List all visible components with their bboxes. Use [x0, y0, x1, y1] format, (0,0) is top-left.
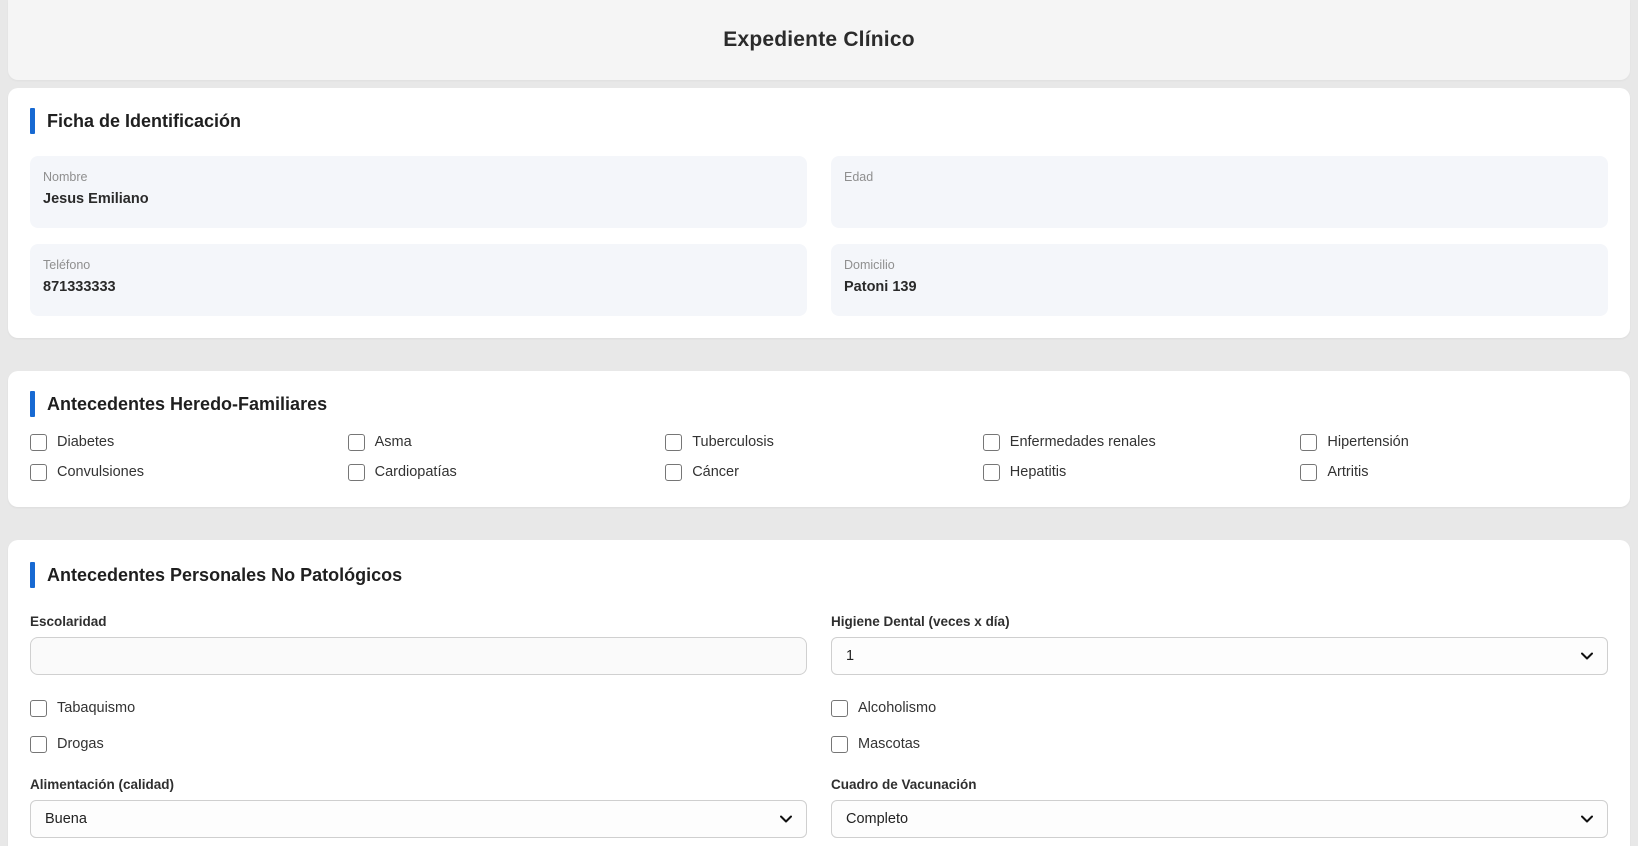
checkbox-hipertension[interactable]: Hipertensión	[1300, 431, 1608, 453]
checkbox-convulsiones[interactable]: Convulsiones	[30, 461, 338, 483]
checkbox-diabetes[interactable]: Diabetes	[30, 431, 338, 453]
checkbox-enfermedades-renales[interactable]: Enfermedades renales	[982, 431, 1291, 453]
checkbox-icon[interactable]	[665, 433, 683, 451]
edad-field[interactable]: Edad	[831, 156, 1608, 228]
checkbox-drogas[interactable]: Drogas	[30, 733, 807, 755]
checkbox-icon[interactable]	[831, 735, 848, 753]
telefono-field[interactable]: Teléfono 871333333	[30, 244, 807, 316]
section-identification-header: Ficha de Identificación	[30, 108, 1608, 134]
checkbox-tuberculosis[interactable]: Tuberculosis	[665, 431, 973, 453]
checkbox-icon[interactable]	[1300, 463, 1318, 481]
telefono-label: Teléfono	[43, 258, 91, 272]
section-heredo-familiares: Antecedentes Heredo-Familiares Diabetes …	[8, 371, 1630, 507]
checkbox-icon[interactable]	[30, 735, 47, 753]
higiene-dental-select[interactable]: 1	[831, 637, 1608, 675]
chevron-down-icon	[1581, 815, 1593, 823]
checkbox-alcoholismo[interactable]: Alcoholismo	[831, 697, 1608, 719]
checkbox-icon[interactable]	[982, 433, 1000, 451]
higiene-dental-selected-value: 1	[846, 648, 855, 664]
checkbox-icon[interactable]	[30, 433, 47, 451]
chevron-down-icon	[780, 815, 792, 823]
alimentacion-select[interactable]: Buena	[30, 800, 807, 838]
alimentacion-selected-value: Buena	[45, 811, 87, 827]
domicilio-field[interactable]: Domicilio Patoni 139	[831, 244, 1608, 316]
checkbox-icon[interactable]	[30, 463, 47, 481]
page-header: Expediente Clínico	[8, 0, 1630, 80]
checkbox-icon[interactable]	[1300, 433, 1318, 451]
section-personales-no-patologicos: Antecedentes Personales No Patológicos E…	[8, 540, 1630, 846]
personales-form-row-1: Escolaridad Higiene Dental (veces x día)…	[30, 614, 1608, 675]
vacunacion-label: Cuadro de Vacunación	[831, 777, 977, 792]
vacunacion-select[interactable]: Completo	[831, 800, 1608, 838]
edad-label: Edad	[844, 170, 874, 184]
identification-fields: Nombre Jesus Emiliano Edad Teléfono 8713…	[30, 156, 1608, 316]
nombre-field[interactable]: Nombre Jesus Emiliano	[30, 156, 807, 228]
escolaridad-label: Escolaridad	[30, 614, 107, 629]
higiene-dental-group: Higiene Dental (veces x día) 1	[831, 614, 1608, 675]
section-personales-header: Antecedentes Personales No Patológicos	[30, 562, 1608, 588]
section-heredo-familiares-title: Antecedentes Heredo-Familiares	[47, 393, 328, 414]
accent-bar	[30, 562, 35, 588]
escolaridad-input[interactable]	[30, 637, 807, 675]
telefono-value: 871333333	[43, 279, 116, 295]
checkbox-mascotas[interactable]: Mascotas	[831, 733, 1608, 755]
domicilio-label: Domicilio	[844, 258, 895, 272]
section-identification-title: Ficha de Identificación	[47, 110, 242, 131]
checkbox-icon[interactable]	[665, 463, 683, 481]
section-identification: Ficha de Identificación Nombre Jesus Emi…	[8, 88, 1630, 338]
personales-checkboxes: Tabaquismo Alcoholismo Drogas Mascotas	[30, 697, 1608, 755]
checkbox-cancer[interactable]: Cáncer	[665, 461, 973, 483]
checkbox-artritis[interactable]: Artritis	[1300, 461, 1608, 483]
vacunacion-group: Cuadro de Vacunación Completo	[831, 777, 1608, 838]
checkbox-tabaquismo[interactable]: Tabaquismo	[30, 697, 807, 719]
personales-form-row-2: Alimentación (calidad) Buena Cuadro de V…	[30, 777, 1608, 838]
checkbox-asma[interactable]: Asma	[347, 431, 656, 453]
checkbox-hepatitis[interactable]: Hepatitis	[982, 461, 1291, 483]
alimentacion-label: Alimentación (calidad)	[30, 777, 175, 792]
checkbox-icon[interactable]	[347, 433, 365, 451]
nombre-value: Jesus Emiliano	[43, 191, 149, 207]
nombre-label: Nombre	[43, 170, 88, 184]
heredo-familiares-checkboxes: Diabetes Asma Tuberculosis Enfermedades …	[30, 431, 1608, 483]
higiene-dental-label: Higiene Dental (veces x día)	[831, 614, 1010, 629]
vacunacion-selected-value: Completo	[846, 811, 909, 827]
checkbox-icon[interactable]	[30, 699, 47, 717]
checkbox-icon[interactable]	[982, 463, 1000, 481]
alimentacion-group: Alimentación (calidad) Buena	[30, 777, 807, 838]
escolaridad-group: Escolaridad	[30, 614, 807, 675]
edad-value	[844, 191, 1595, 208]
checkbox-icon[interactable]	[347, 463, 365, 481]
section-heredo-familiares-header: Antecedentes Heredo-Familiares	[30, 391, 1608, 417]
domicilio-value: Patoni 139	[844, 279, 917, 295]
accent-bar	[30, 108, 35, 134]
checkbox-icon[interactable]	[831, 699, 848, 717]
accent-bar	[30, 391, 35, 417]
checkbox-cardiopatias[interactable]: Cardiopatías	[347, 461, 656, 483]
section-personales-title: Antecedentes Personales No Patológicos	[47, 564, 403, 585]
chevron-down-icon	[1581, 652, 1593, 660]
page-title: Expediente Clínico	[723, 28, 915, 51]
